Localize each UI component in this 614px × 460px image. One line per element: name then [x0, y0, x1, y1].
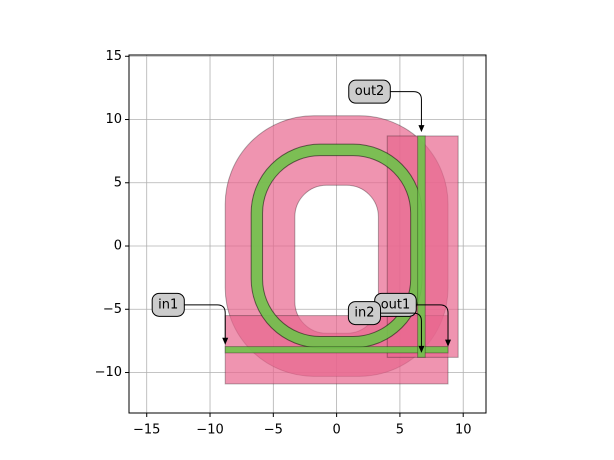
port-label: out2 — [355, 84, 385, 99]
y-tick-label: −10 — [95, 365, 122, 380]
port-arrow — [390, 91, 422, 127]
rect-shape — [417, 135, 426, 358]
arrow-head — [418, 345, 425, 353]
port-arrow — [380, 312, 422, 347]
rect-shape — [224, 346, 449, 354]
port-arrow — [416, 304, 449, 341]
y-tick-label: −5 — [103, 302, 122, 317]
port-label: in1 — [158, 297, 178, 312]
port-arrow — [184, 304, 226, 339]
y-tick-label: 10 — [105, 112, 122, 127]
x-tick-label: −15 — [133, 423, 160, 438]
port-label: in2 — [354, 306, 374, 321]
x-tick-label: −5 — [264, 423, 283, 438]
arrow-head — [222, 337, 229, 345]
x-tick-label: 0 — [332, 423, 340, 438]
y-tick-label: 0 — [114, 239, 122, 254]
axes-frame — [128, 54, 487, 414]
x-tick-label: 5 — [396, 423, 404, 438]
x-tick-label: 10 — [455, 423, 472, 438]
y-tick-label: 5 — [114, 175, 122, 190]
y-tick-label: 15 — [105, 49, 122, 64]
port-label: out1 — [381, 297, 411, 312]
arrow-head — [445, 339, 452, 347]
x-tick-label: −10 — [196, 423, 223, 438]
arrow-head — [418, 125, 425, 133]
